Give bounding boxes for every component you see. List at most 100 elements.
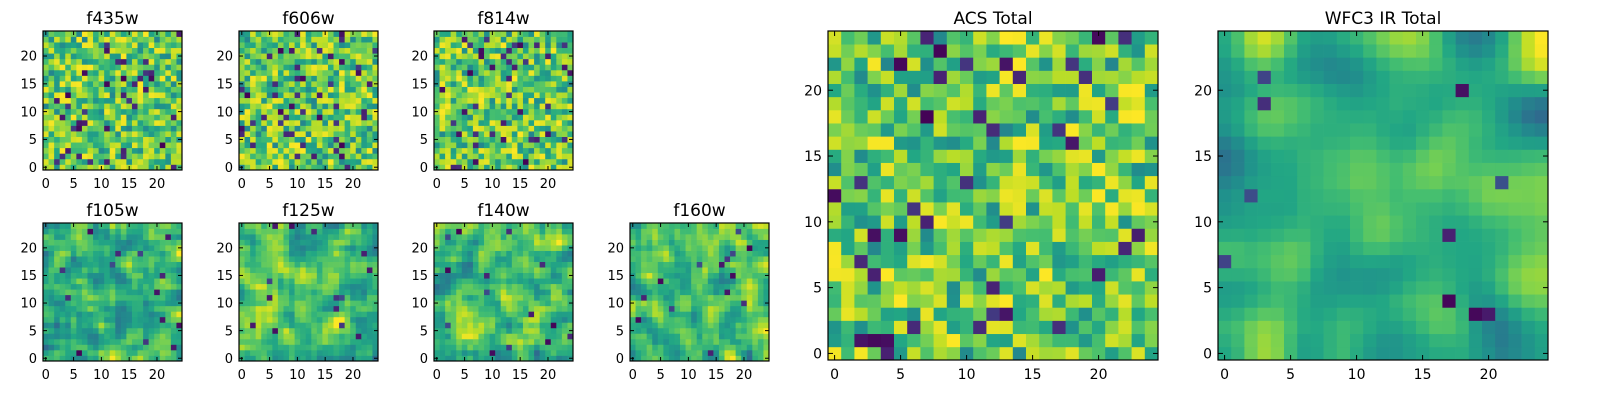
heatmap-cell <box>528 261 535 268</box>
heatmap-cell <box>98 69 105 76</box>
heatmap-cell <box>741 261 748 268</box>
heatmap-cell <box>1078 175 1093 190</box>
x-tick-label: 20 <box>540 177 557 192</box>
heatmap-cell <box>517 158 524 165</box>
heatmap-cell <box>333 300 340 307</box>
heatmap-cell <box>148 69 155 76</box>
heatmap-cell <box>327 131 334 137</box>
heatmap-cell <box>450 300 457 307</box>
heatmap-cell <box>685 250 692 257</box>
heatmap-cell <box>1144 307 1159 321</box>
heatmap-cell <box>489 234 496 240</box>
heatmap-cell <box>131 136 138 143</box>
heatmap-cell <box>361 272 368 279</box>
heatmap-cell <box>556 305 563 312</box>
heatmap-cell <box>484 228 490 235</box>
heatmap-cell <box>76 69 83 76</box>
heatmap-cell <box>828 281 842 295</box>
heatmap-cell <box>641 344 648 351</box>
heatmap-cell <box>355 234 362 240</box>
heatmap-cell <box>361 36 368 43</box>
heatmap-cell <box>120 131 127 137</box>
heatmap-cell <box>165 147 172 154</box>
heatmap-cell <box>528 147 535 154</box>
heatmap-cell <box>652 349 659 356</box>
heatmap-cell <box>752 261 759 268</box>
heatmap-cell <box>489 158 496 165</box>
heatmap-cell <box>489 53 496 60</box>
heatmap-cell <box>54 344 61 351</box>
heatmap-cell <box>355 344 362 351</box>
heatmap-cell <box>534 64 540 71</box>
heatmap-cell <box>126 42 133 49</box>
heatmap-cell <box>986 281 1000 295</box>
heatmap-cell <box>316 305 323 312</box>
heatmap-cell <box>115 344 122 351</box>
heatmap-cell <box>445 47 452 54</box>
axes-frame <box>433 30 574 171</box>
heatmap-cell <box>646 278 653 285</box>
heatmap-cell <box>668 311 675 318</box>
heatmap-cell <box>445 250 452 257</box>
heatmap-cell <box>528 289 535 296</box>
heatmap-cell <box>718 228 725 235</box>
heatmap-cell <box>556 58 563 65</box>
heatmap-cell <box>434 75 440 82</box>
heatmap-cell <box>741 272 748 279</box>
heatmap-cell <box>294 103 301 110</box>
heatmap-cell <box>445 278 452 285</box>
heatmap-cell <box>841 215 855 229</box>
heatmap-cell <box>511 125 518 132</box>
heatmap-cell <box>104 147 111 154</box>
heatmap-cell <box>500 58 507 65</box>
heatmap-cell <box>277 164 284 171</box>
heatmap-cell <box>495 97 502 104</box>
heatmap-cell <box>456 245 463 251</box>
heatmap-cell <box>283 31 290 37</box>
heatmap-cell <box>244 164 251 171</box>
heatmap-cell <box>484 316 490 323</box>
heatmap-cell <box>54 355 61 362</box>
heatmap-cell <box>339 305 345 312</box>
heatmap-cell <box>350 261 357 268</box>
heatmap-cell <box>724 267 731 274</box>
heatmap-cell <box>98 158 105 165</box>
heatmap-cell <box>484 81 490 87</box>
heatmap-cell <box>54 47 61 54</box>
heatmap-cell <box>933 333 948 348</box>
heatmap-cell <box>239 69 245 76</box>
heatmap-cell <box>294 300 301 307</box>
heatmap-cell <box>350 250 357 257</box>
heatmap-cell <box>730 305 736 312</box>
heatmap-cell <box>506 349 513 356</box>
heatmap-cell <box>154 136 161 143</box>
heatmap-cell <box>517 86 524 93</box>
heatmap-cell <box>350 92 357 99</box>
heatmap-cell <box>445 31 452 37</box>
heatmap-cell <box>366 283 373 290</box>
heatmap-cell <box>445 283 452 290</box>
heatmap-cell <box>445 289 452 296</box>
heatmap-cell <box>1131 162 1146 177</box>
heatmap-cell <box>1092 307 1106 321</box>
heatmap-cell <box>143 125 149 132</box>
heatmap-cell <box>489 136 496 143</box>
heatmap-cell <box>350 158 357 165</box>
heatmap-cell <box>316 64 323 71</box>
heatmap-cell <box>696 250 703 257</box>
heatmap-cell <box>76 250 83 257</box>
heatmap-cell <box>344 108 351 115</box>
heatmap-cell <box>148 58 155 65</box>
heatmap-cell <box>170 97 177 104</box>
heatmap-cell <box>327 108 334 115</box>
heatmap-cell <box>339 81 345 87</box>
heatmap-cell <box>439 289 446 296</box>
heatmap-cell <box>48 164 55 171</box>
heatmap-cell <box>495 344 502 351</box>
heatmap-cell <box>545 119 552 126</box>
heatmap-cell <box>316 234 323 240</box>
heatmap-cell <box>366 64 373 71</box>
heatmap-cell <box>316 228 323 235</box>
heatmap-cell <box>322 228 329 235</box>
